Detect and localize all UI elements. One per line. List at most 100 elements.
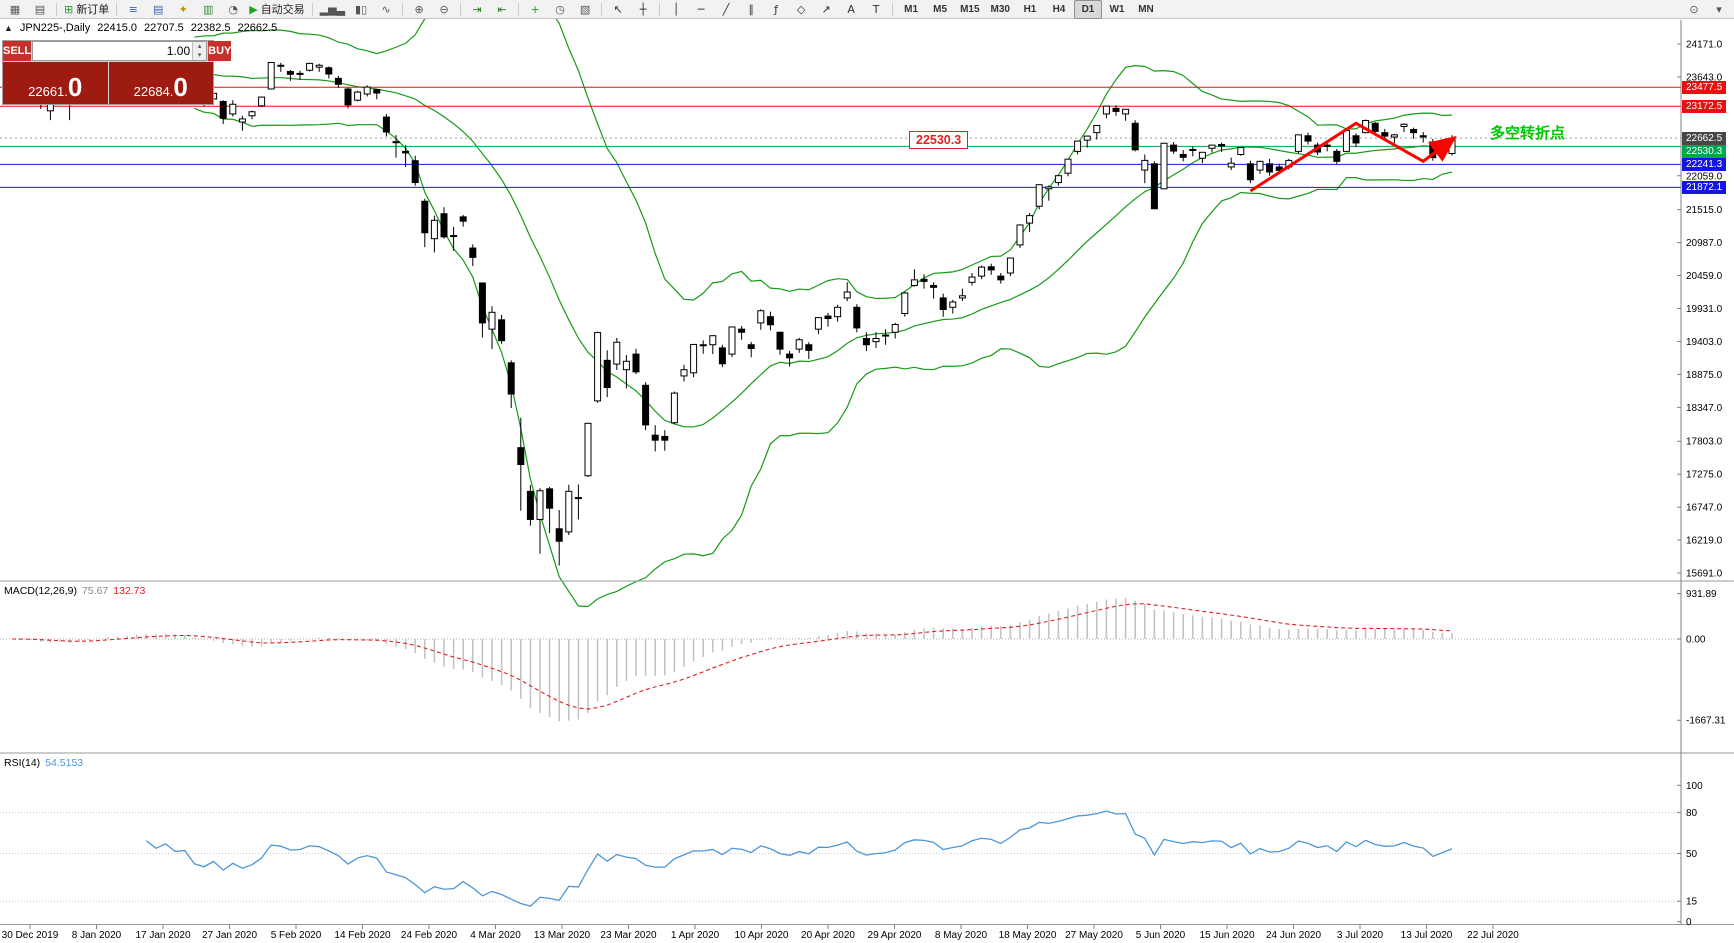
svg-text:15691.0: 15691.0 bbox=[1686, 568, 1723, 579]
rsi-indicator bbox=[0, 810, 1681, 907]
timeframe-w1-button[interactable]: W1 bbox=[1109, 3, 1125, 15]
line-chart-button[interactable]: ∿ bbox=[374, 0, 398, 19]
timeframe-mn-button[interactable]: MN bbox=[1138, 3, 1154, 15]
svg-text:15 Jun 2020: 15 Jun 2020 bbox=[1199, 930, 1254, 941]
data-window-icon: ▤ bbox=[153, 2, 164, 16]
zoom-out-icon: ⊖ bbox=[439, 2, 449, 16]
new-order-button[interactable]: ⊞ 新订单 bbox=[61, 0, 112, 19]
text-label-button[interactable]: T bbox=[864, 0, 888, 19]
bars-chart-button[interactable]: ▂▅▃ bbox=[317, 0, 348, 19]
navigator-button[interactable]: ✦ bbox=[171, 0, 195, 19]
time-axis[interactable]: 30 Dec 2019 8 Jan 2020 17 Jan 2020 27 Jan 2… bbox=[2, 925, 1520, 941]
templates-button[interactable]: ▧ bbox=[573, 0, 597, 19]
buy-price-button[interactable]: 22684. 0 bbox=[108, 62, 213, 104]
trendline-button[interactable]: ╱ bbox=[714, 0, 738, 19]
buy-button[interactable]: BUY bbox=[208, 41, 232, 61]
cursor-icon: ↖ bbox=[613, 2, 623, 16]
shapes-icon: ◇ bbox=[796, 2, 806, 16]
close-value: 22662.5 bbox=[237, 22, 278, 34]
svg-text:18 May 2020: 18 May 2020 bbox=[999, 930, 1057, 941]
trend-zigzag-arrow[interactable] bbox=[1249, 121, 1457, 193]
vertical-line-button[interactable]: │ bbox=[664, 0, 688, 19]
chart-shift-button[interactable]: ⇤ bbox=[490, 0, 514, 19]
horizontal-line-objects[interactable] bbox=[0, 86, 1681, 188]
horizontal-line-icon: ─ bbox=[697, 2, 705, 16]
price-axis[interactable]: 24171.0 23643.0 22059.0 21515.0 20987.0 20459… bbox=[1677, 20, 1726, 928]
timeframe-m1-button[interactable]: M1 bbox=[904, 3, 919, 15]
horizontal-line-button[interactable]: ─ bbox=[689, 0, 713, 19]
crosshair-button[interactable]: ┼ bbox=[631, 0, 655, 19]
candlestick-chart-button[interactable]: ▮▯ bbox=[349, 0, 373, 19]
sell-button[interactable]: SELL bbox=[3, 41, 32, 61]
toolbar-search-button[interactable]: ⊙ bbox=[1682, 0, 1706, 19]
fibonacci-icon: ƒ bbox=[774, 2, 779, 16]
autotrading-button[interactable]: ▶ 自动交易 bbox=[246, 0, 307, 19]
sell-price-big-digit: 0 bbox=[67, 72, 83, 102]
volume-increase-button[interactable]: ▴ bbox=[193, 42, 207, 51]
sell-price-button[interactable]: 22661. 0 bbox=[3, 62, 108, 104]
zoom-out-button[interactable]: ⊖ bbox=[432, 0, 456, 19]
svg-text:0.00: 0.00 bbox=[1686, 635, 1706, 646]
toolbar-customize-button[interactable]: ▾ bbox=[1707, 0, 1731, 19]
text-button[interactable]: A bbox=[839, 0, 863, 19]
autotrading-button-label: 自动交易 bbox=[260, 4, 305, 16]
periods-button[interactable]: ◷ bbox=[548, 0, 572, 19]
market-watch-button[interactable]: ≡ bbox=[121, 0, 145, 19]
svg-text:23 Mar 2020: 23 Mar 2020 bbox=[600, 930, 657, 941]
svg-text:29 Apr 2020: 29 Apr 2020 bbox=[868, 930, 922, 941]
autotrading-icon: ▶ bbox=[249, 2, 258, 16]
new-order-button-label: 新订单 bbox=[76, 4, 110, 16]
trade-panel-toggle[interactable]: ▲ bbox=[4, 23, 13, 33]
rsi-indicator-label: RSI(14) 54.5153 bbox=[4, 757, 83, 769]
auto-scroll-button[interactable]: ⇥ bbox=[465, 0, 489, 19]
arrows-icon: ↗ bbox=[821, 2, 831, 16]
volume-input[interactable] bbox=[33, 42, 193, 60]
one-click-trading-panel: SELL ▴ ▾ BUY 22661.0 22684.0 bbox=[2, 40, 232, 105]
zoom-in-button[interactable]: ⊕ bbox=[407, 0, 431, 19]
svg-text:80: 80 bbox=[1686, 808, 1698, 819]
macd-signal-value: 132.73 bbox=[113, 585, 146, 597]
svg-text:20 Apr 2020: 20 Apr 2020 bbox=[801, 930, 855, 941]
data-window-button[interactable]: ▤ bbox=[146, 0, 170, 19]
svg-text:22059.0: 22059.0 bbox=[1686, 171, 1723, 182]
svg-text:3 Jul 2020: 3 Jul 2020 bbox=[1337, 930, 1384, 941]
price-label-object[interactable]: 22530.3 bbox=[909, 131, 969, 149]
macd-main-value: 75.67 bbox=[81, 585, 109, 597]
timeframe-h1-button[interactable]: H1 bbox=[1023, 3, 1037, 15]
timeframe-d1-button[interactable]: D1 bbox=[1073, 0, 1102, 19]
svg-text:17 Jan 2020: 17 Jan 2020 bbox=[135, 930, 190, 941]
svg-text:13 Jul 2020: 13 Jul 2020 bbox=[1401, 930, 1453, 941]
svg-text:-1667.31: -1667.31 bbox=[1686, 716, 1726, 727]
channel-button[interactable]: ∥ bbox=[739, 0, 763, 19]
strategy-tester-button[interactable]: ◔ bbox=[221, 0, 245, 19]
fibonacci-button[interactable]: ƒ bbox=[764, 0, 788, 19]
navigator-icon: ✦ bbox=[178, 2, 188, 16]
timeframe-h4-button[interactable]: H4 bbox=[1052, 3, 1066, 15]
profiles-button[interactable]: ▤ bbox=[28, 0, 52, 19]
toolbar-separator bbox=[56, 2, 57, 16]
svg-text:30 Dec 2019: 30 Dec 2019 bbox=[2, 930, 59, 941]
terminal-button[interactable]: ▥ bbox=[196, 0, 220, 19]
turning-point-note[interactable]: 多空转折点 bbox=[1490, 125, 1566, 142]
indicators-icon: + bbox=[530, 2, 540, 16]
shapes-button[interactable]: ◇ bbox=[789, 0, 813, 19]
text-label-icon: T bbox=[872, 2, 880, 16]
svg-text:8 Jan 2020: 8 Jan 2020 bbox=[72, 930, 122, 941]
indicators-button[interactable]: + bbox=[523, 0, 547, 19]
line-chart-icon: ∿ bbox=[381, 2, 391, 16]
buy-price-head: 22684. bbox=[133, 84, 174, 99]
timeframe-m5-button[interactable]: M5 bbox=[933, 3, 948, 15]
svg-text:18347.0: 18347.0 bbox=[1686, 403, 1723, 414]
arrows-button[interactable]: ↗ bbox=[814, 0, 838, 19]
volume-decrease-button[interactable]: ▾ bbox=[193, 51, 207, 60]
timeframe-m30-button[interactable]: M30 bbox=[990, 3, 1010, 15]
svg-text:27 May 2020: 27 May 2020 bbox=[1065, 930, 1123, 941]
bars-chart-icon: ▂▅▃ bbox=[319, 2, 346, 16]
rsi-name: RSI(14) bbox=[4, 757, 41, 769]
new-chart-button[interactable]: ▦ bbox=[3, 0, 27, 19]
buy-price-big-digit: 0 bbox=[173, 72, 188, 102]
timeframe-m15-button[interactable]: M15 bbox=[960, 3, 980, 15]
cursor-button[interactable]: ↖ bbox=[606, 0, 630, 19]
panel-separators bbox=[0, 580, 1734, 925]
